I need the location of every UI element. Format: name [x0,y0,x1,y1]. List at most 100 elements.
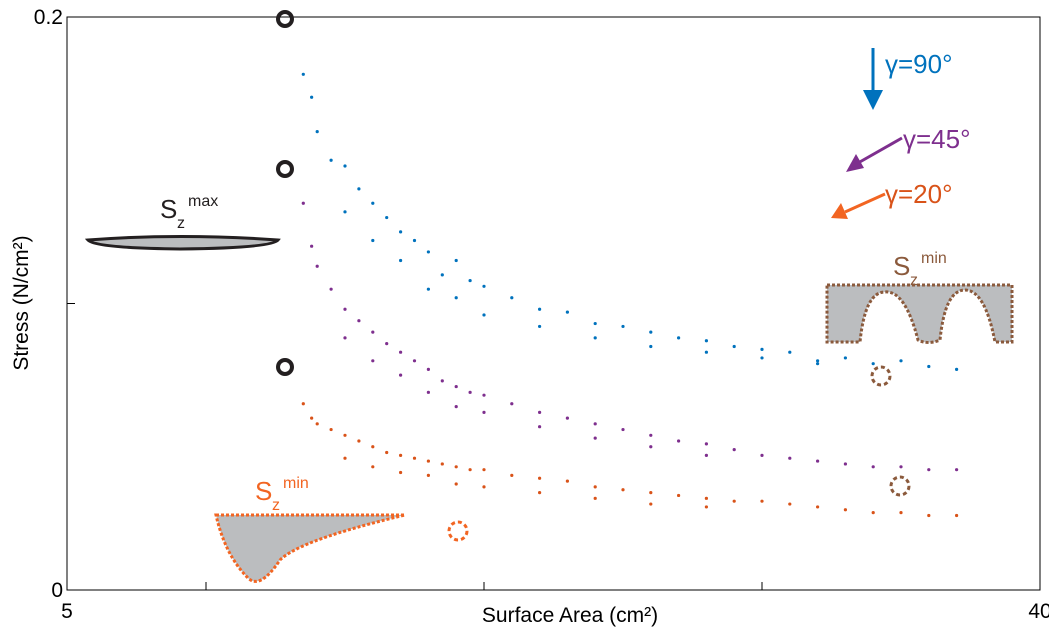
point [301,72,305,76]
point [315,422,319,426]
point [454,482,458,486]
point [816,359,820,363]
point [843,462,848,466]
point [621,427,625,432]
point [426,459,430,463]
point [440,379,444,383]
point [593,436,597,440]
shape-label-base: S [160,194,177,224]
point [677,493,681,498]
point [310,244,314,248]
shape-label-sub: z [272,497,280,514]
shape-label-sub: z [910,272,918,289]
point [649,330,653,334]
point [440,462,444,466]
series [301,201,959,472]
point [412,238,417,243]
x-tick-label: 5 [61,600,73,623]
point [593,485,597,489]
point [399,453,403,457]
point [593,422,597,426]
point [385,450,389,455]
point [343,164,347,168]
point [760,499,764,503]
point [440,273,444,277]
point [955,468,959,472]
shape-label-sup: min [921,250,947,267]
point [621,324,625,329]
point [426,473,430,477]
y-axis-label: Stress (N/cm²) [10,235,33,370]
point [329,287,333,291]
point [538,476,542,480]
point [454,258,458,263]
point [816,459,820,463]
legend-label: γ=45° [903,124,971,154]
point [816,505,820,509]
point [760,453,764,457]
point [357,439,361,443]
x-axis-label: Surface Area (cm²) [482,604,658,627]
point [399,258,403,263]
point [399,470,403,475]
point [399,230,403,234]
point [482,284,486,288]
point [482,410,486,414]
point [412,456,417,460]
point [482,313,486,317]
point [565,479,570,483]
series [301,72,959,371]
plot-frame [66,16,1041,591]
point [482,485,486,489]
point [329,158,333,162]
point [955,513,959,518]
point [871,511,875,515]
point [482,393,486,397]
point [732,448,736,452]
point [343,433,347,437]
point [310,95,314,99]
point [510,473,514,477]
point [649,502,653,506]
point [704,505,709,509]
point [649,445,653,449]
point [371,330,375,334]
y-tick-label: 0.2 [34,6,63,29]
point [899,511,903,515]
point [426,250,430,254]
point [565,416,570,420]
point [899,359,903,363]
point [538,324,542,329]
point [357,319,361,323]
point [301,402,305,406]
point [704,339,709,343]
point [704,496,709,500]
point [593,321,597,326]
point [468,278,472,283]
series [301,402,959,518]
point [649,490,653,495]
point [454,465,458,469]
point [343,456,347,460]
point [677,336,681,340]
point [760,356,764,360]
point [315,130,319,134]
shape-label-sub: z [177,215,185,232]
point [371,238,375,243]
point [704,442,709,446]
point [538,490,542,495]
point [871,465,875,469]
point [399,350,403,354]
x-tick-label: 40 [1028,600,1049,623]
point [955,367,959,371]
point [343,210,347,214]
point [468,468,472,472]
point [788,502,792,506]
point [385,215,389,220]
point [760,347,764,351]
point [927,468,931,472]
point [310,416,314,420]
point [732,344,736,349]
point [732,499,736,503]
